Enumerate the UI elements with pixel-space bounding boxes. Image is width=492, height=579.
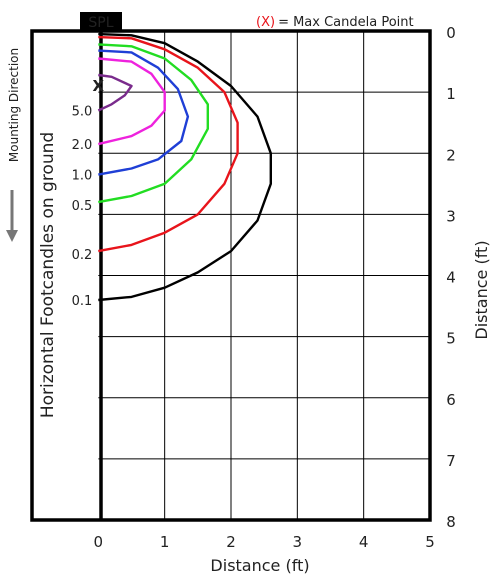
contour-1-0: [98, 49, 190, 176]
spl-badge-bg: [80, 12, 122, 31]
contour-label: 2.0: [72, 138, 93, 153]
x-axis-title: Distance (ft): [210, 556, 309, 575]
plot-frame: [30, 29, 432, 522]
x-tick-label: 3: [293, 533, 303, 551]
x-tick-label: 4: [359, 533, 369, 551]
y-tick-label: 3: [446, 207, 456, 225]
y-tick-label: 0: [446, 24, 456, 42]
mounting-arrow-head: [6, 230, 18, 242]
contour-label: 1.0: [72, 169, 93, 184]
x-tick-label: 0: [94, 533, 104, 551]
spl-badge: SPL: [88, 15, 113, 31]
legend-note-marker: X: [261, 15, 270, 30]
x-tick-label: 5: [425, 533, 435, 551]
mounting-direction-label: Mounting Direction: [7, 48, 21, 162]
right-axis-title: Distance (ft): [472, 240, 491, 339]
contour-label: 0.1: [72, 294, 93, 309]
y-tick-label: 1: [446, 85, 456, 103]
contour-0-5: [98, 43, 209, 204]
y-tick-label: 7: [446, 452, 456, 470]
legend-note-text: = Max Candela Point: [278, 15, 414, 30]
contour-2-0: [98, 57, 166, 146]
x-tick-labels: 0 1 2 3 4 5: [94, 533, 435, 551]
legend-note: (X) = Max Candela Point: [256, 15, 414, 30]
left-axis-title: Horizontal Footcandles on ground: [38, 132, 58, 418]
legend-note-close: ): [270, 15, 275, 30]
contour-0-2: [98, 35, 239, 253]
contour-labels: 0.1 0.2 0.5 1.0 2.0 5.0: [72, 104, 93, 308]
y-tick-label: 2: [446, 146, 456, 164]
contour-label: 5.0: [72, 104, 93, 119]
contour-label: 0.2: [72, 248, 93, 263]
contour-label: 0.5: [72, 199, 93, 214]
x-tick-label: 1: [160, 533, 170, 551]
y-tick-label: 4: [446, 269, 456, 287]
contours: [97, 32, 272, 302]
y-tick-label: 8: [446, 513, 456, 531]
y-tick-label: 6: [446, 391, 456, 409]
y-tick-labels: 0 1 2 3 4 5 6 7 8: [446, 24, 456, 531]
grid: [98, 31, 430, 520]
contour-0-1: [98, 32, 272, 302]
max-candela-marker: X: [93, 77, 105, 95]
contour-5-0: [97, 73, 133, 112]
legend-note-open: (: [256, 15, 261, 30]
y-tick-label: 5: [446, 330, 456, 348]
x-tick-label: 2: [226, 533, 236, 551]
